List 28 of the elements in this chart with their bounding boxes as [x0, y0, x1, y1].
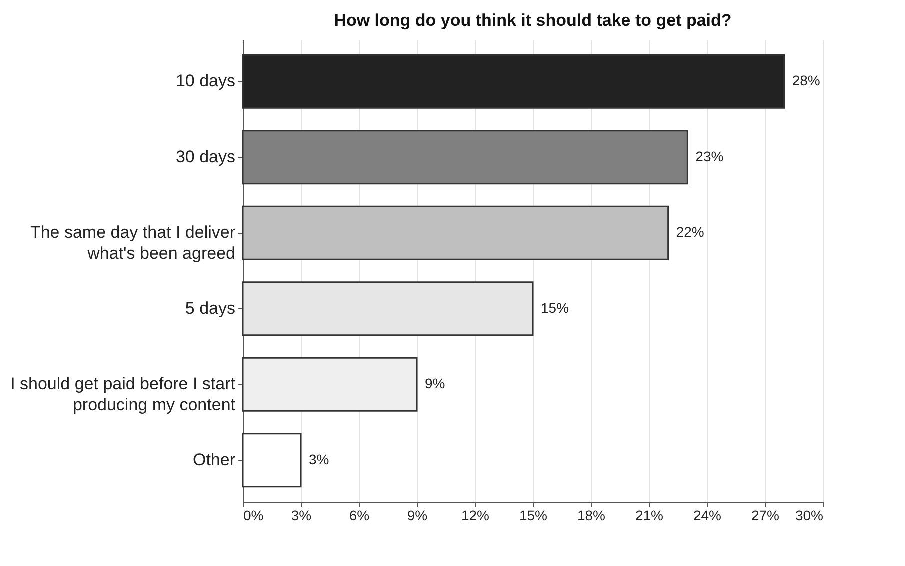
- x-tick-label: 18%: [577, 508, 606, 524]
- y-tick-label: 30 days: [176, 147, 236, 166]
- data-label: 3%: [309, 451, 330, 468]
- x-tick-label: 9%: [407, 508, 428, 524]
- y-tick-label: I should get paid before I start producing my content: [10, 374, 236, 415]
- x-tick-label: 24%: [693, 508, 722, 524]
- data-label: 9%: [425, 376, 446, 392]
- data-label: 23%: [696, 148, 724, 164]
- x-tick-label: 3%: [291, 508, 312, 524]
- x-tick-label: 27%: [751, 508, 780, 524]
- y-tick-label: 5 days: [185, 298, 236, 318]
- x-tick-label: 21%: [635, 508, 664, 524]
- x-tick-label: 12%: [461, 508, 490, 524]
- bar: [242, 130, 688, 185]
- x-tick-label: 15%: [519, 508, 548, 524]
- data-label: 15%: [541, 300, 570, 316]
- x-tick-label: 6%: [349, 508, 370, 524]
- bar: [242, 206, 670, 260]
- y-tick-label: The same day that I deliver what's been agreed: [30, 223, 236, 264]
- data-label: 28%: [792, 72, 820, 89]
- x-tick-label: 0%: [244, 508, 264, 524]
- bar: [242, 433, 302, 488]
- y-tick-label: Other: [192, 450, 236, 470]
- chart-title: How long do you think it should take to get paid?: [334, 11, 732, 30]
- data-label: 22%: [676, 224, 704, 240]
- bar: [242, 54, 786, 109]
- x-tick-label: 30%: [795, 508, 824, 524]
- y-tick-label: 10 days: [176, 72, 236, 91]
